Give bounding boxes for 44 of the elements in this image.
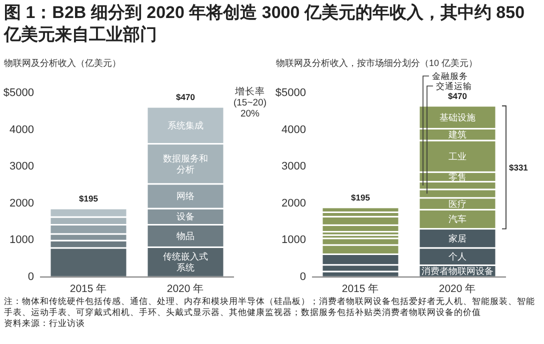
y-tick-label: $5000: [275, 87, 306, 99]
x-tick-label: 2020 年: [166, 283, 204, 295]
annotation: $195: [79, 194, 98, 204]
series-label: 家居: [448, 233, 466, 244]
y-tick-label: 1000: [10, 234, 34, 246]
y-tick-label: 1000: [282, 234, 306, 246]
y-tick-label: 0: [28, 271, 34, 283]
series-label: 网络: [176, 191, 194, 202]
text: 注：物体和传统硬件包括传感、通信、处理、内存和模块用半导体（硅晶板）；消费者物联网设备包括爱好者无人机、智能服装、智能手表、运动手表、可穿戴式相机、手环、头戴式显示器、其他健康监视器；数据服务包括补贴类消费者物联网设备的价值: [4, 296, 536, 318]
text: $331: [509, 162, 528, 172]
series-label: 基础设施: [440, 112, 476, 122]
chart-subtitle: 物联网及分析收入，按市场细分划分（10 亿美元）: [276, 58, 478, 68]
series-label: 数据服务和分析: [163, 153, 208, 174]
series-label: 传统嵌入式系统: [163, 252, 208, 273]
text: 金融服务: [432, 71, 468, 81]
y-tick-label: $5000: [3, 87, 34, 99]
text: 交通运输: [436, 81, 472, 91]
series-label: 物品: [176, 230, 194, 241]
y-tick-label: 2000: [282, 197, 306, 210]
series-label: 设备: [176, 212, 194, 222]
chart-subtitle: 物联网及分析收入（亿美元）: [4, 58, 121, 68]
annotation: $470: [176, 92, 196, 102]
chart-title: 图 1：B2B 细分到 2020 年将创造 3000 亿美元的年收入，其中约 850 亿美元来自工业部门: [4, 2, 526, 46]
series-label: 消费者物联网设备: [422, 266, 494, 276]
series-label: 建筑: [448, 130, 466, 140]
series-label: 医疗: [448, 198, 466, 209]
series-label: 汽车: [448, 214, 466, 224]
series-label: 个人: [448, 252, 466, 262]
x-tick-label: 2015 年: [70, 283, 108, 295]
series-label: 零售: [448, 172, 466, 182]
annotation: $470: [448, 90, 468, 101]
y-tick-label: 3000: [10, 160, 34, 173]
annotation: $195: [351, 192, 370, 202]
y-tick-label: 4000: [10, 124, 34, 136]
annotation: 增长率 (15~20) 20%: [233, 86, 267, 120]
series-label: 系统集成: [168, 120, 204, 130]
series-label: 工业: [448, 151, 466, 162]
x-tick-label: 2020 年: [438, 283, 476, 295]
y-tick-label: 3000: [282, 160, 306, 173]
x-tick-label: 2015 年: [342, 283, 380, 295]
text: 资料来源：行业访谈: [4, 318, 86, 329]
y-tick-label: 4000: [282, 124, 306, 136]
y-tick-label: 0: [300, 271, 306, 283]
y-tick-label: 2000: [10, 197, 34, 210]
